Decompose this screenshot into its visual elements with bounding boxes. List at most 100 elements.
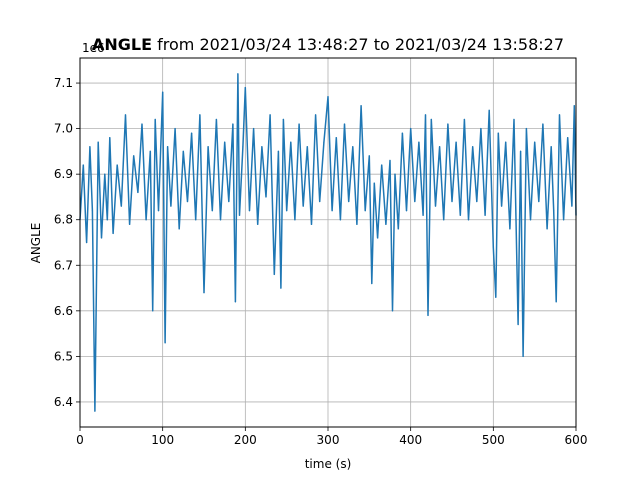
data-point: [323, 141, 325, 143]
y-offset-label: 1e6: [82, 41, 105, 55]
data-point: [356, 223, 358, 225]
data-point: [385, 223, 387, 225]
data-point: [381, 164, 383, 166]
data-point: [154, 118, 156, 121]
y-tick-label: 6.4: [54, 395, 73, 409]
data-point: [224, 141, 226, 143]
data-point: [280, 287, 282, 289]
data-point: [315, 114, 317, 116]
data-point: [215, 118, 217, 121]
data-point: [472, 146, 474, 148]
data-point: [529, 219, 532, 221]
data-point: [331, 210, 333, 212]
data-point: [269, 114, 271, 116]
data-point: [492, 246, 494, 248]
x-tick-label: 100: [151, 433, 174, 447]
chart-title-bold: ANGLE: [92, 35, 152, 54]
data-point: [476, 200, 478, 203]
data-point: [91, 210, 93, 212]
x-tick-label: 0: [76, 433, 84, 447]
data-point: [553, 210, 555, 212]
data-point: [567, 137, 569, 139]
data-point: [207, 146, 209, 148]
data-point: [463, 118, 465, 121]
data-point: [306, 146, 308, 148]
data-point: [352, 146, 354, 148]
data-point: [447, 123, 449, 125]
data-point: [480, 128, 482, 130]
data-point: [405, 210, 408, 212]
data-point: [277, 150, 279, 152]
data-point: [573, 105, 575, 107]
data-point: [571, 205, 573, 207]
data-point: [505, 141, 507, 143]
data-point: [563, 219, 565, 221]
data-point: [162, 91, 164, 93]
y-tick-label: 7.0: [54, 122, 73, 136]
data-point: [178, 228, 180, 230]
data-point: [371, 282, 373, 285]
data-point: [517, 323, 519, 326]
data-point: [248, 210, 251, 212]
y-tick-label: 7.1: [54, 76, 73, 90]
data-point: [109, 137, 111, 139]
data-point: [368, 155, 370, 157]
data-point: [219, 219, 222, 221]
x-tick-label: 400: [399, 433, 422, 447]
chart-title-rest: from 2021/03/24 13:48:27 to 2021/03/24 1…: [152, 35, 564, 54]
data-point: [546, 228, 548, 230]
data-point: [509, 228, 511, 230]
data-series: [79, 73, 577, 412]
data-point: [439, 146, 441, 148]
data-point: [141, 123, 143, 125]
data-point: [319, 200, 321, 203]
data-point: [116, 164, 118, 166]
y-tick-label: 6.9: [54, 167, 73, 181]
data-point: [100, 237, 103, 239]
y-tick-label: 6.6: [54, 304, 73, 318]
data-point: [394, 173, 396, 175]
x-axis-label: time (s): [305, 457, 352, 471]
data-point: [522, 355, 524, 357]
data-point: [455, 141, 457, 143]
data-point: [104, 173, 106, 175]
x-tick-label: 500: [482, 433, 505, 447]
y-axis-ticks: 6.4 6.5 6.6 6.7 6.8 6.9 7.0 7.1: [54, 76, 80, 409]
data-point: [237, 73, 239, 75]
data-point: [410, 128, 412, 130]
data-point: [364, 210, 366, 212]
data-point: [542, 123, 544, 125]
data-point: [167, 146, 169, 148]
data-point: [203, 292, 205, 294]
data-point: [286, 210, 288, 212]
data-point: [424, 114, 427, 116]
data-point: [497, 132, 499, 134]
data-point: [253, 128, 255, 130]
data-point: [427, 314, 429, 316]
data-point: [234, 301, 237, 303]
data-point: [112, 232, 114, 234]
data-point: [360, 105, 362, 107]
data-point: [377, 237, 379, 239]
data-point: [290, 141, 292, 143]
y-tick-label: 6.8: [54, 213, 73, 227]
data-point: [261, 146, 263, 148]
data-point: [244, 87, 246, 89]
data-point: [401, 132, 403, 134]
data-point: [484, 214, 486, 216]
y-tick-label: 6.5: [54, 349, 73, 363]
data-point: [174, 128, 176, 130]
data-point: [228, 200, 230, 203]
data-point: [94, 410, 96, 412]
data-point: [348, 200, 350, 203]
data-point: [89, 146, 91, 148]
data-point: [459, 214, 461, 216]
data-point: [152, 310, 154, 312]
data-point: [182, 150, 184, 152]
data-point: [339, 219, 341, 221]
data-point: [170, 205, 172, 207]
data-point: [373, 182, 375, 184]
data-point: [298, 123, 300, 125]
data-point: [555, 301, 557, 303]
